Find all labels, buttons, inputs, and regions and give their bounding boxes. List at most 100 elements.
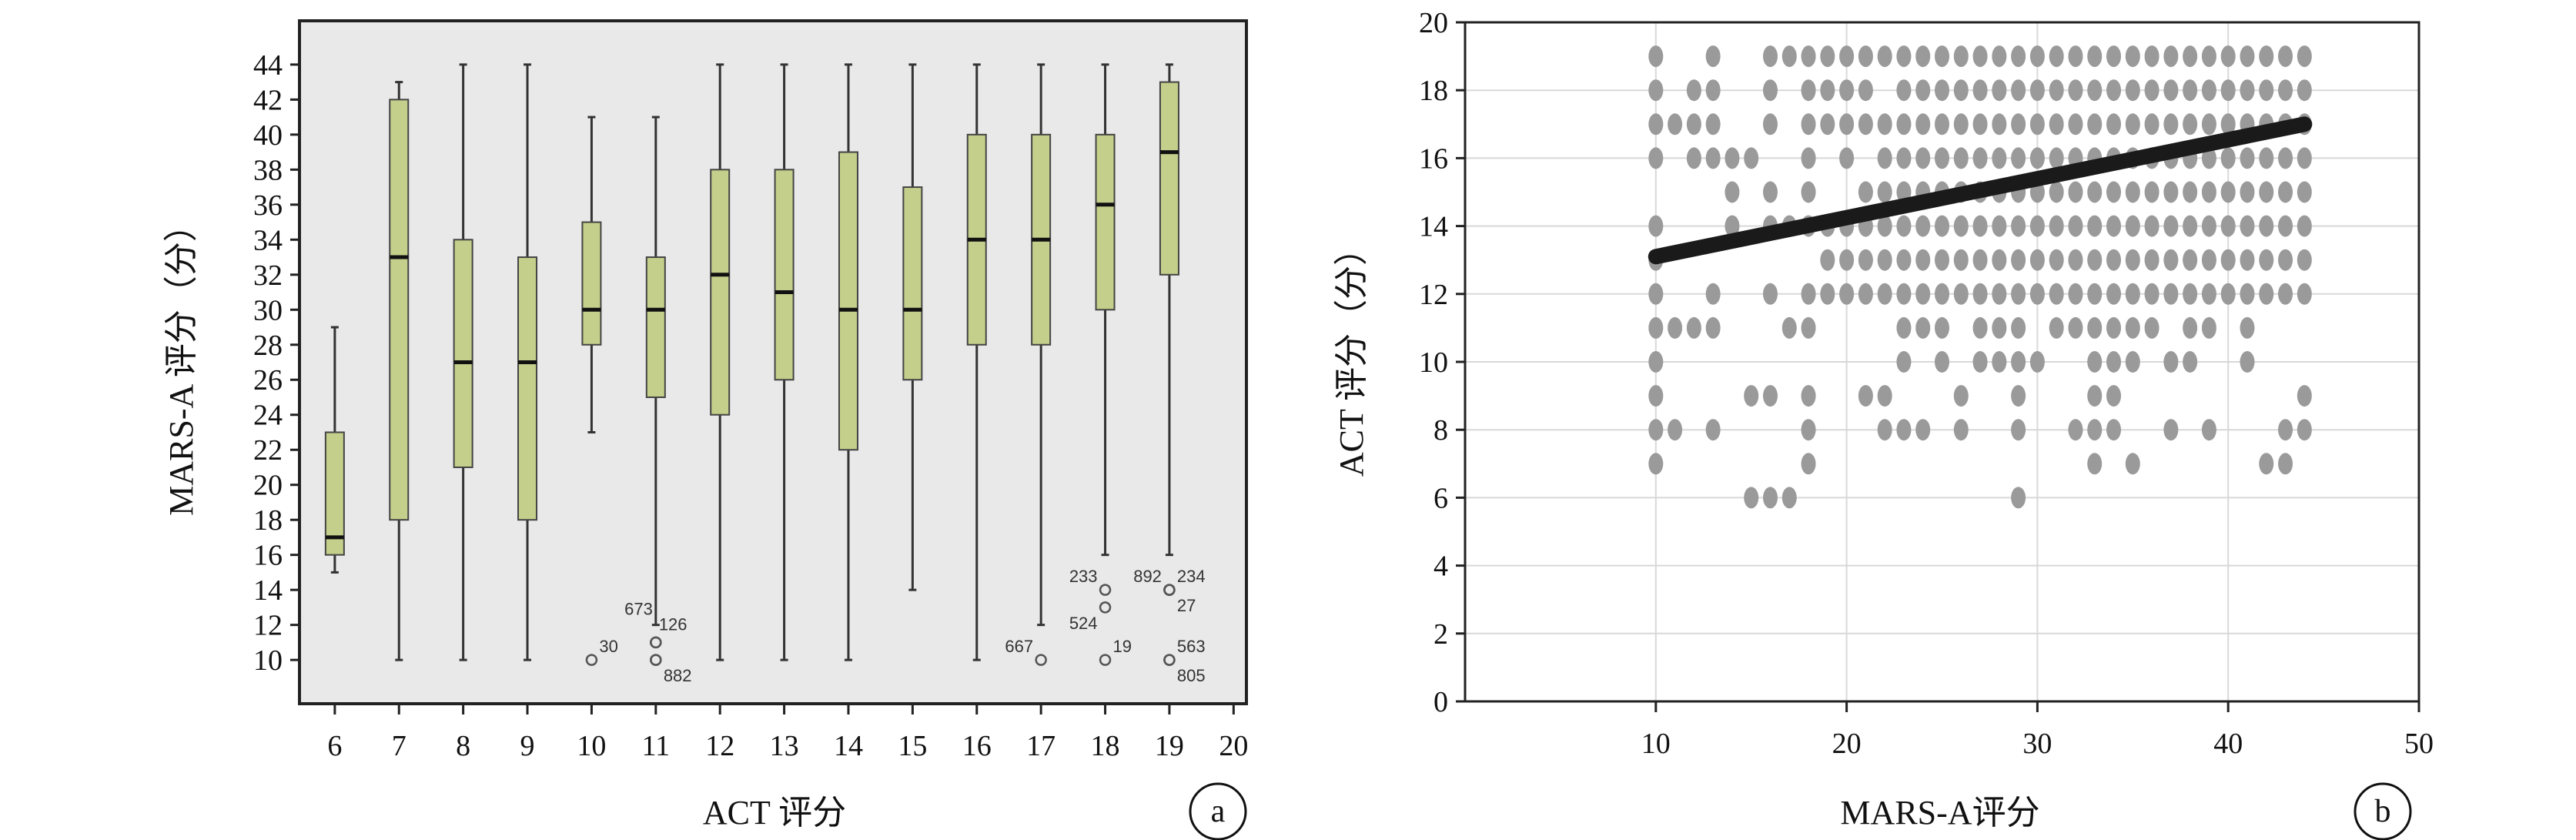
outlier-point [1163, 584, 1176, 596]
scatter-point [2049, 316, 2064, 339]
outlier-label: 30 [599, 637, 617, 656]
scatter-point [1935, 113, 1949, 136]
scatter-point [2297, 147, 2312, 169]
panel-label-text-b: b [2375, 794, 2391, 829]
outliers-a: 30 673 126 882 667 233 524 19 892 234 27 563 805 [585, 567, 1206, 685]
y-tick-label-a: 44 [253, 49, 283, 82]
scatter-point [2259, 215, 2274, 237]
scatter-point [2220, 147, 2236, 169]
scatter-point [1648, 351, 1664, 373]
scatter-point [1801, 283, 1816, 305]
scatter-point [1896, 316, 1912, 339]
scatter-point [2011, 351, 2026, 373]
scatter-point [2125, 181, 2140, 203]
outlier-point [1099, 601, 1112, 614]
y-tick-label-b: 6 [1434, 482, 1448, 514]
outlier-label: 805 [1177, 666, 1206, 685]
scatter-point [1686, 147, 1701, 169]
scatter-point [1992, 147, 2007, 169]
scatter-point [2029, 147, 2045, 169]
scatter-point [1877, 249, 1892, 271]
scatter-point [1781, 45, 1797, 68]
scatter-point [2201, 45, 2216, 68]
scatter-point [1896, 419, 1912, 441]
scatter-point [1705, 419, 1721, 441]
x-tick-label-a: 18 [1091, 730, 1120, 762]
y-tick-label-b: 16 [1419, 142, 1448, 175]
scatter-point [1801, 147, 1816, 169]
scatter-point [1648, 147, 1664, 169]
scatter-point [2049, 45, 2064, 68]
scatter-point [2144, 316, 2159, 339]
box-iqr [774, 169, 795, 381]
scatter-point [1858, 45, 1873, 68]
scatter-point [1839, 79, 1855, 102]
scatter-point [1896, 215, 1912, 237]
scatter-point [2201, 181, 2216, 203]
scatter-point [2220, 79, 2236, 102]
scatter-point [2087, 79, 2103, 102]
scatter-point [2106, 283, 2122, 305]
scatter-point [1972, 113, 1988, 136]
scatter-point [2278, 419, 2293, 441]
scatter-point [2278, 147, 2293, 169]
x-tick-label-a: 17 [1026, 730, 1055, 762]
scatter-point [2163, 283, 2179, 305]
x-tick-label-b: 40 [2213, 728, 2243, 760]
scatter-point [2144, 45, 2159, 68]
scatter-point [1839, 113, 1855, 136]
scatter-point [2240, 147, 2255, 169]
scatter-point [1935, 45, 1949, 68]
scatter-point [2144, 249, 2159, 271]
y-tick-label-a: 10 [253, 644, 283, 677]
y-tick-label-a: 12 [253, 610, 283, 642]
scatter-point [1762, 385, 1778, 407]
scatter-point [1858, 79, 1873, 102]
scatter-point [1686, 316, 1701, 339]
scatter-point [2163, 351, 2179, 373]
scatter-point [1839, 249, 1855, 271]
outlier-point [1099, 584, 1112, 596]
scatter-point [2183, 79, 2198, 102]
y-tick-label-a: 32 [253, 259, 283, 292]
points-b [1648, 45, 2312, 509]
scatter-point [2278, 249, 2293, 271]
scatter-point [2049, 249, 2064, 271]
scatter-point [1972, 215, 1988, 237]
scatter-point [1915, 215, 1931, 237]
scatter-point [1953, 283, 1969, 305]
scatter-point [2144, 215, 2159, 237]
scatter-point [1972, 147, 1988, 169]
scatter-point [2049, 79, 2064, 102]
scatter-point [1648, 113, 1664, 136]
y-tick-label-a: 14 [253, 574, 283, 607]
x-tick-label-a: 13 [770, 730, 799, 762]
scatter-point [1839, 283, 1855, 305]
scatter-point [1896, 79, 1912, 102]
scatter-point [1820, 45, 1835, 68]
scatter-point [1781, 316, 1797, 339]
x-tick-label-a: 8 [456, 730, 470, 762]
scatter-point [2068, 215, 2083, 237]
scatter-point [2087, 385, 2103, 407]
scatter-point [2259, 147, 2274, 169]
outlier-label: 563 [1177, 637, 1206, 656]
scatter-point [2106, 113, 2122, 136]
scatter-point [1953, 249, 1969, 271]
box-iqr [645, 256, 666, 398]
scatter-point [2297, 283, 2312, 305]
scatter-point [2297, 215, 2312, 237]
scatter-point [1648, 385, 1664, 407]
scatter-point [2163, 45, 2179, 68]
scatter-point [2087, 249, 2103, 271]
scatter-point [1839, 45, 1855, 68]
box-iqr [710, 169, 731, 416]
scatter-point [2278, 283, 2293, 305]
scatter-point [2297, 385, 2312, 407]
scatter-point [1801, 79, 1816, 102]
y-tick-label-a: 30 [253, 294, 283, 326]
scatter-point [2125, 113, 2140, 136]
y-tick-label-b: 4 [1434, 551, 1448, 583]
scatter-point [2163, 215, 2179, 237]
outlier-label: 234 [1177, 567, 1206, 586]
